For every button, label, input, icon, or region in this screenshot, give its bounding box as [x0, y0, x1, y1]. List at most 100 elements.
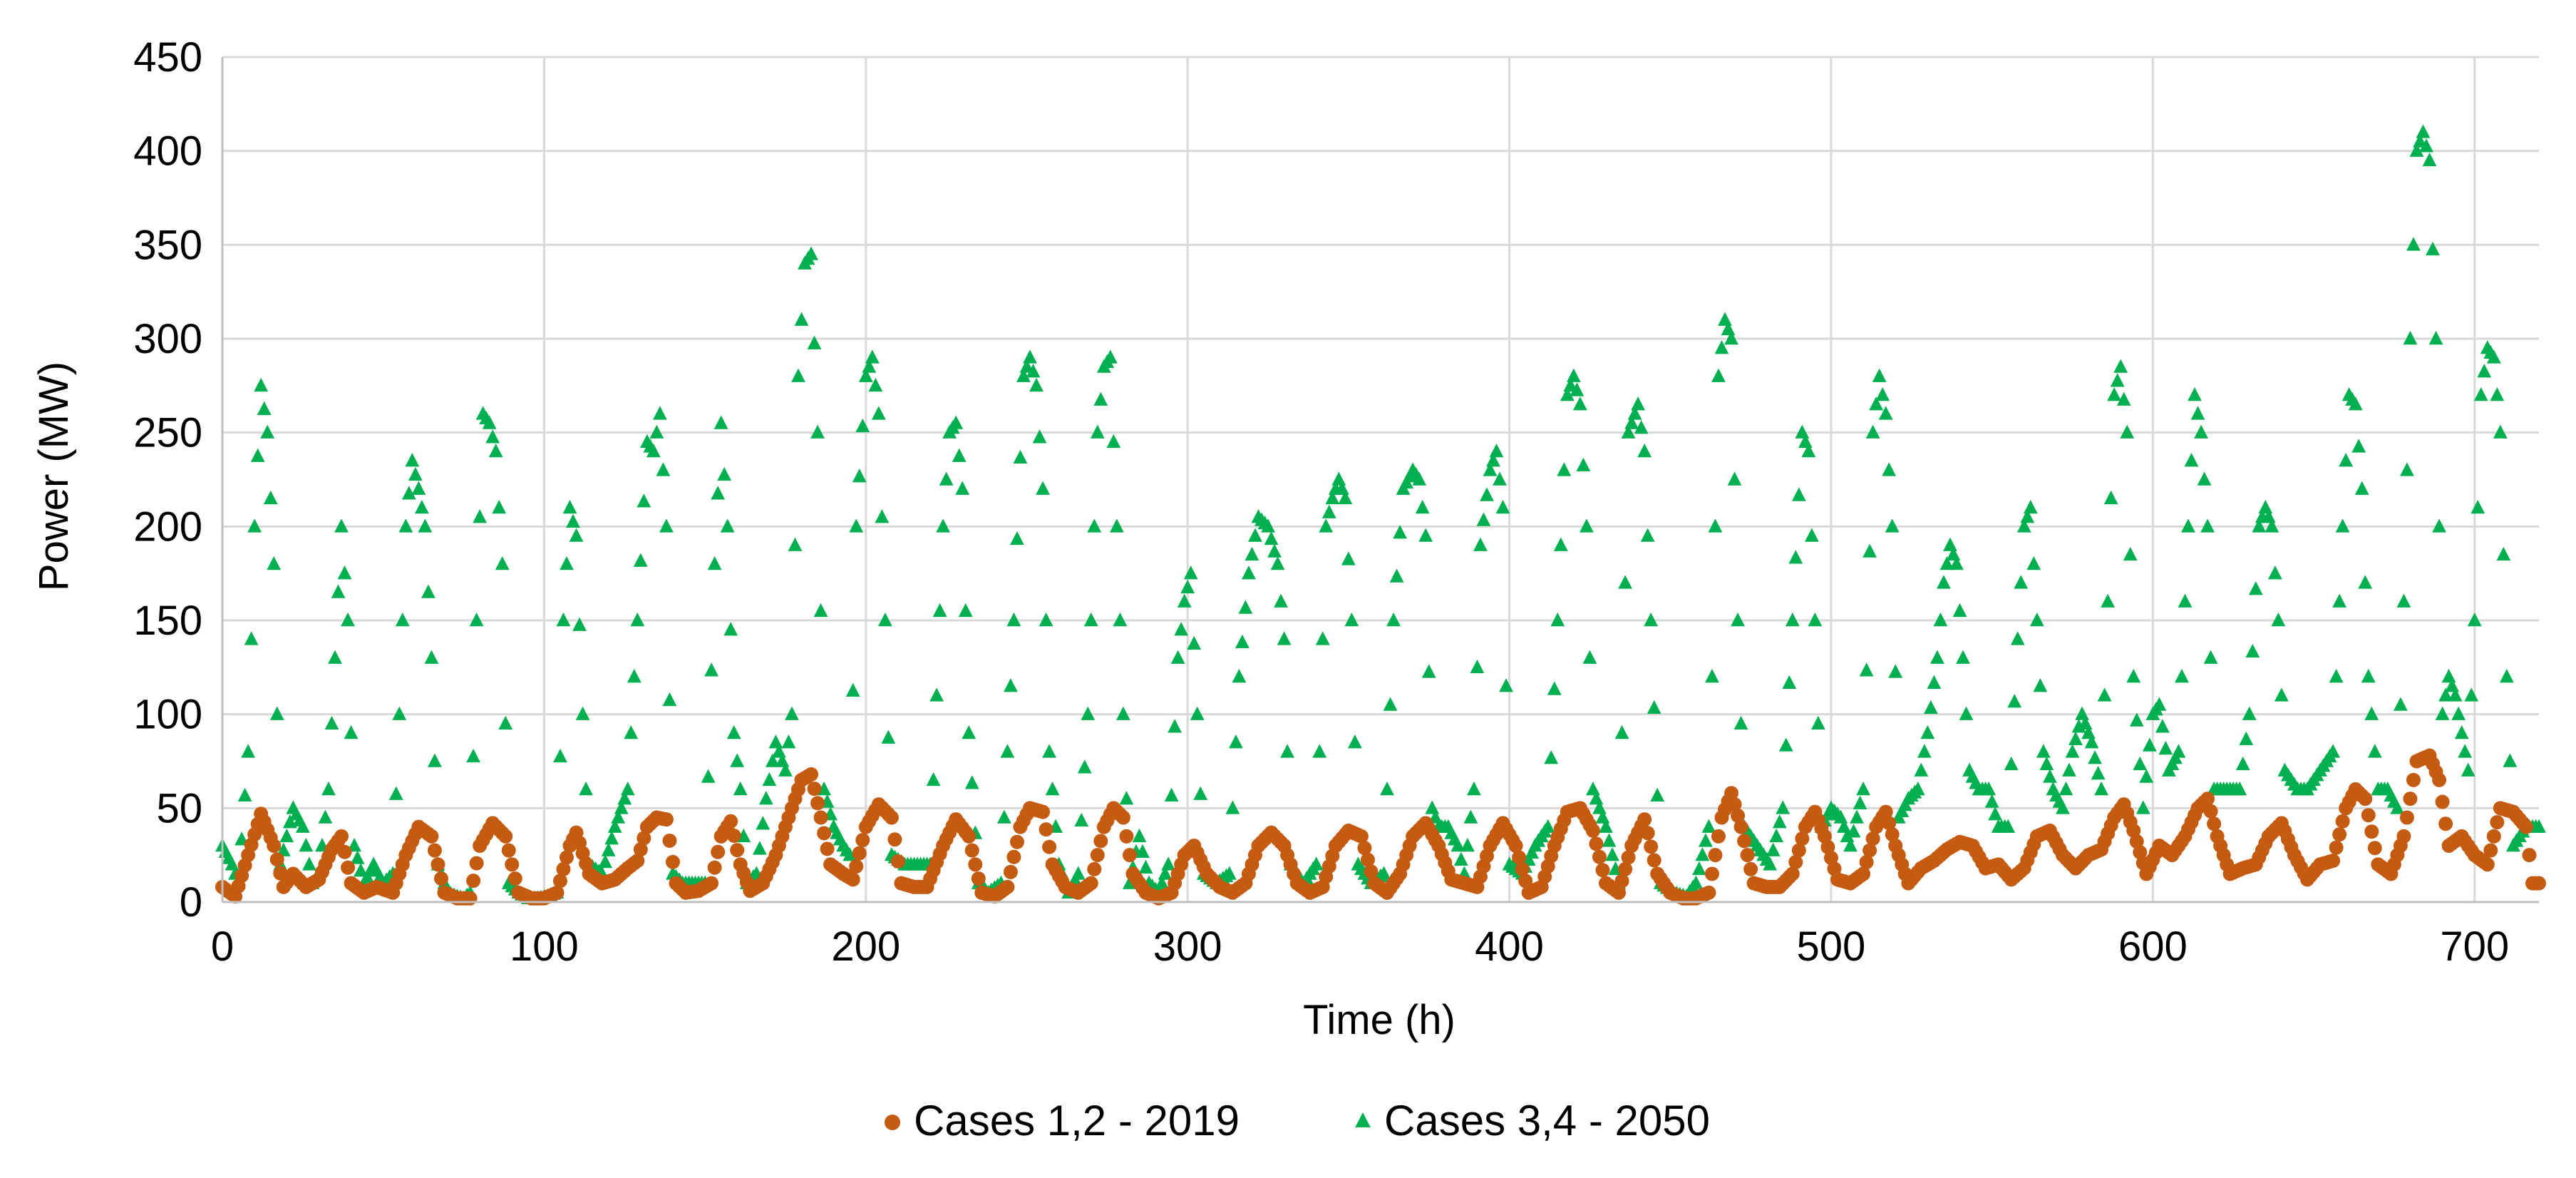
data-point-triangle [1599, 819, 1613, 833]
data-point-triangle [2419, 138, 2433, 153]
data-point-triangle [562, 500, 577, 514]
data-point-triangle [331, 584, 346, 598]
data-point-circle [2403, 792, 2418, 806]
data-point-triangle [1943, 537, 1957, 551]
data-point-circle [855, 833, 870, 848]
data-point-circle [463, 891, 478, 906]
data-point-triangle [1421, 664, 1436, 678]
data-point-triangle [849, 518, 864, 533]
data-point-circle [2438, 816, 2453, 831]
data-point-triangle [244, 631, 259, 645]
data-point-triangle [1731, 613, 1745, 627]
data-point-circle [1090, 848, 1105, 863]
data-point-triangle [2339, 453, 2354, 467]
data-point-triangle [2428, 331, 2443, 345]
data-point-triangle [2351, 439, 2366, 453]
data-point-triangle [328, 650, 342, 664]
data-point-triangle [1614, 725, 1629, 739]
data-point-triangle [344, 725, 359, 739]
data-point-triangle [2503, 753, 2518, 767]
data-point-circle [1701, 885, 1716, 900]
data-point-circle [1788, 855, 1803, 870]
data-point-circle [550, 885, 565, 900]
data-point-triangle [2235, 756, 2250, 771]
data-point-triangle [855, 418, 870, 433]
data-point-triangle [1010, 531, 1024, 546]
data-point-triangle [1026, 364, 1041, 378]
data-point-triangle [1988, 806, 2003, 821]
data-point-triangle [1228, 734, 1243, 749]
data-point-circle [813, 810, 828, 825]
data-point-triangle [2390, 800, 2405, 814]
data-point-triangle [1486, 453, 1500, 467]
data-point-circle [849, 859, 864, 874]
data-point-triangle [1036, 481, 1050, 495]
data-point-circle [2367, 841, 2382, 856]
data-point-triangle [1853, 795, 1867, 809]
data-point-triangle [756, 816, 771, 830]
y-tick-label: 150 [133, 598, 202, 644]
data-point-triangle [237, 787, 252, 802]
data-point-triangle [260, 424, 275, 439]
data-point-circle [2129, 834, 2144, 849]
legend-label-cases-3-4: Cases 3,4 - 2050 [1384, 1097, 1710, 1144]
data-point-circle [2335, 814, 2350, 829]
data-point-triangle [865, 349, 880, 364]
data-point-circle [971, 871, 986, 886]
data-point-triangle [1393, 525, 1407, 539]
data-point-triangle [569, 528, 584, 542]
data-point-triangle [1727, 471, 1742, 486]
data-point-triangle [949, 415, 964, 429]
data-point-triangle [1039, 613, 1053, 627]
data-point-triangle [492, 500, 507, 514]
data-point-triangle [1225, 800, 1240, 814]
data-point-circle [1885, 827, 1900, 842]
data-point-triangle [1135, 844, 1150, 859]
data-point-triangle [788, 537, 803, 551]
data-point-triangle [1103, 349, 1118, 364]
data-point-triangle [1937, 575, 1951, 589]
data-point-triangle [2400, 462, 2414, 476]
data-point-triangle [2242, 706, 2257, 720]
data-point-triangle [2194, 424, 2208, 439]
data-point-circle [1595, 863, 1610, 878]
data-point-triangle [1699, 833, 1713, 847]
data-point-triangle [282, 814, 297, 829]
data-point-circle [730, 843, 745, 858]
data-point-triangle [1557, 462, 1572, 476]
data-point-triangle [2065, 744, 2080, 758]
data-point-triangle [652, 406, 667, 420]
data-point-circle [1882, 816, 1897, 831]
x-tick-label: 400 [1475, 923, 1544, 970]
data-point-triangle [1081, 706, 1096, 720]
data-point-triangle [1547, 681, 1562, 695]
data-point-triangle [2426, 241, 2440, 256]
data-point-triangle [2422, 152, 2437, 167]
data-point-triangle [2007, 694, 2022, 708]
data-point-triangle [1701, 819, 1716, 833]
data-point-triangle [1453, 851, 1468, 866]
data-point-circle [2332, 827, 2347, 842]
data-point-circle [711, 844, 726, 859]
data-point-circle [1737, 834, 1752, 849]
data-point-circle [466, 874, 481, 888]
data-point-triangle [1170, 650, 1185, 664]
data-point-circle [1731, 808, 1746, 823]
data-point-triangle [2490, 387, 2505, 401]
data-point-triangle [1277, 631, 1292, 645]
data-point-triangle [1772, 814, 1787, 829]
data-point-circle [1859, 855, 1874, 870]
data-point-circle [431, 857, 445, 872]
data-point-triangle [2142, 737, 2157, 752]
data-point-triangle [1109, 518, 1124, 533]
data-point-circle [1856, 866, 1871, 881]
data-point-triangle [405, 453, 420, 467]
data-point-triangle [2062, 762, 2076, 777]
data-point-triangle [1605, 847, 1619, 861]
data-point-triangle [810, 424, 825, 439]
data-point-triangle [408, 466, 423, 481]
data-point-triangle [662, 692, 677, 707]
data-point-triangle [791, 368, 805, 382]
data-point-triangle [2458, 744, 2473, 758]
